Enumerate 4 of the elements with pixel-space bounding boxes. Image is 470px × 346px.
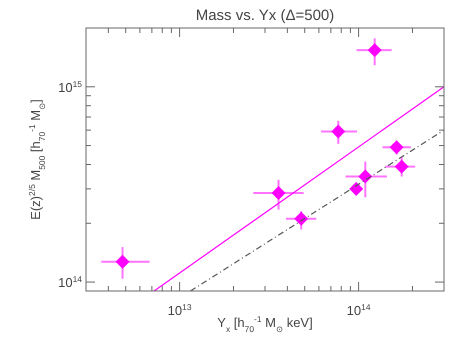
y-tick-label: 10$^{15}$ [58, 78, 82, 95]
x-axis-title: Y$_{x}$ [h$_{70}$$^{-1}$ M$_{⊙}$ keV] [217, 314, 313, 334]
chart-title: Mass vs. Yx (Δ=500) [196, 7, 334, 24]
x-tick-label: 10$^{13}$ [168, 302, 192, 318]
